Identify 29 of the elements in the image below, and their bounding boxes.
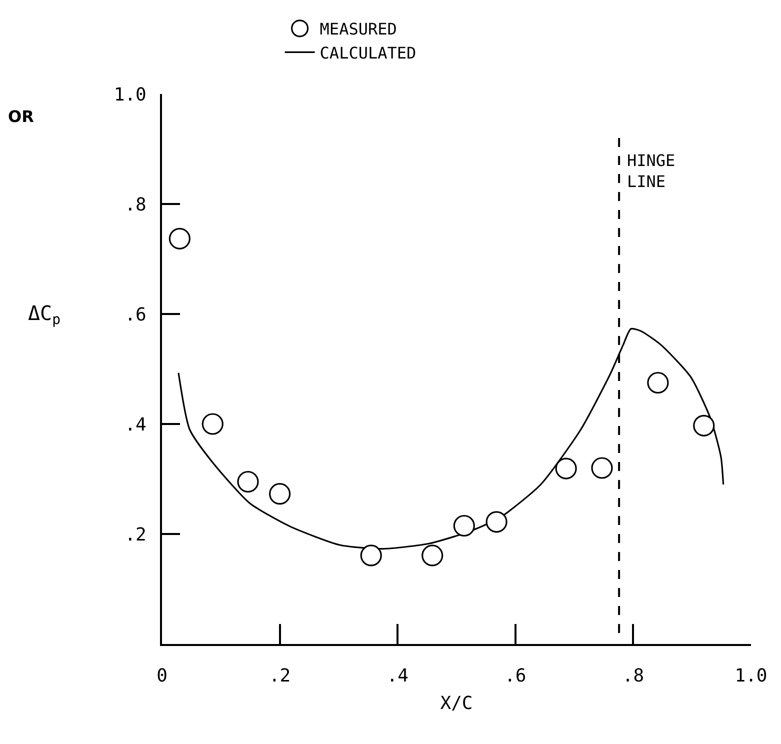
point xyxy=(168,228,190,250)
y-axis-title: ΔC$_{p}$ xyxy=(28,301,61,328)
point xyxy=(237,470,259,493)
x-tick-label: .6 xyxy=(504,666,526,687)
x-tick-label: 1.0 xyxy=(734,666,768,687)
x-tick-label: 0 xyxy=(156,666,168,687)
y-tick-label: 1.0 xyxy=(114,84,146,106)
y-tick-label: .2 xyxy=(124,524,146,546)
point xyxy=(486,511,508,533)
y-tick-label: .6 xyxy=(124,304,146,326)
point xyxy=(269,483,291,505)
point xyxy=(422,544,444,566)
x-tick-label: .2 xyxy=(268,666,291,687)
point xyxy=(202,413,224,435)
legend-label: CALCULATED xyxy=(320,43,416,62)
y-tick-label: .8 xyxy=(124,194,146,216)
point xyxy=(647,372,669,394)
text: OR xyxy=(8,107,34,126)
point xyxy=(693,414,715,436)
x-tick-label: .8 xyxy=(622,666,644,687)
point xyxy=(453,514,475,537)
legend-label: MEASURED xyxy=(320,20,397,39)
point xyxy=(360,544,382,566)
x-axis-title: X/C xyxy=(440,693,473,714)
point xyxy=(555,458,577,480)
ref-line-label: HINGE LINE xyxy=(627,151,676,191)
point xyxy=(591,457,613,479)
y-tick-label: .4 xyxy=(124,414,146,436)
x-tick-label: .4 xyxy=(386,666,408,687)
